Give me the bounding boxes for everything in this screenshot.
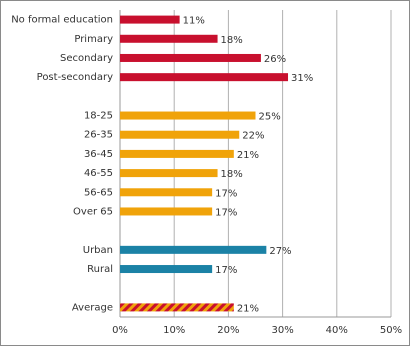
value-label: 18% bbox=[221, 169, 243, 180]
y-tick-label: Urban bbox=[83, 245, 113, 256]
value-label: 27% bbox=[269, 246, 291, 257]
bar bbox=[120, 111, 256, 120]
bar bbox=[120, 34, 218, 43]
y-tick-label: 46-55 bbox=[84, 168, 113, 179]
value-label: 21% bbox=[237, 303, 259, 314]
value-label: 17% bbox=[215, 207, 237, 218]
y-tick-label: 56-65 bbox=[84, 187, 113, 198]
bar bbox=[120, 149, 234, 158]
bar bbox=[120, 130, 240, 139]
bar bbox=[120, 207, 213, 216]
bar bbox=[120, 53, 261, 62]
bar bbox=[120, 15, 180, 24]
value-label: 21% bbox=[237, 150, 259, 161]
bar bbox=[120, 169, 218, 178]
y-tick-label: No formal education bbox=[11, 15, 113, 26]
x-tick-label: 10% bbox=[163, 325, 185, 336]
x-tick-label: 50% bbox=[380, 325, 402, 336]
value-label: 22% bbox=[242, 131, 264, 142]
y-tick-label: Average bbox=[72, 302, 113, 313]
value-label: 11% bbox=[183, 16, 205, 27]
value-label: 18% bbox=[221, 35, 243, 46]
value-label: 25% bbox=[259, 112, 281, 123]
y-tick-label: Secondary bbox=[60, 53, 113, 64]
x-tick-label: 40% bbox=[326, 325, 348, 336]
y-tick-label: 26-35 bbox=[84, 130, 113, 141]
y-tick-label: Rural bbox=[87, 264, 113, 275]
y-tick-label: Post-secondary bbox=[37, 72, 113, 83]
bar bbox=[120, 73, 289, 82]
x-tick-label: 30% bbox=[271, 325, 293, 336]
x-tick-label: 0% bbox=[112, 325, 128, 336]
y-tick-label: Primary bbox=[74, 34, 113, 45]
x-tick-label: 20% bbox=[217, 325, 239, 336]
y-tick-label: 18-25 bbox=[84, 111, 113, 122]
value-label: 17% bbox=[215, 265, 237, 276]
value-label: 17% bbox=[215, 188, 237, 199]
y-tick-label: 36-45 bbox=[84, 149, 113, 160]
bar bbox=[120, 188, 213, 197]
bar bbox=[120, 265, 213, 274]
value-label: 26% bbox=[264, 54, 286, 65]
y-tick-label: Over 65 bbox=[73, 206, 113, 217]
bar bbox=[120, 303, 234, 312]
value-label: 31% bbox=[291, 73, 313, 84]
bar bbox=[120, 245, 267, 254]
